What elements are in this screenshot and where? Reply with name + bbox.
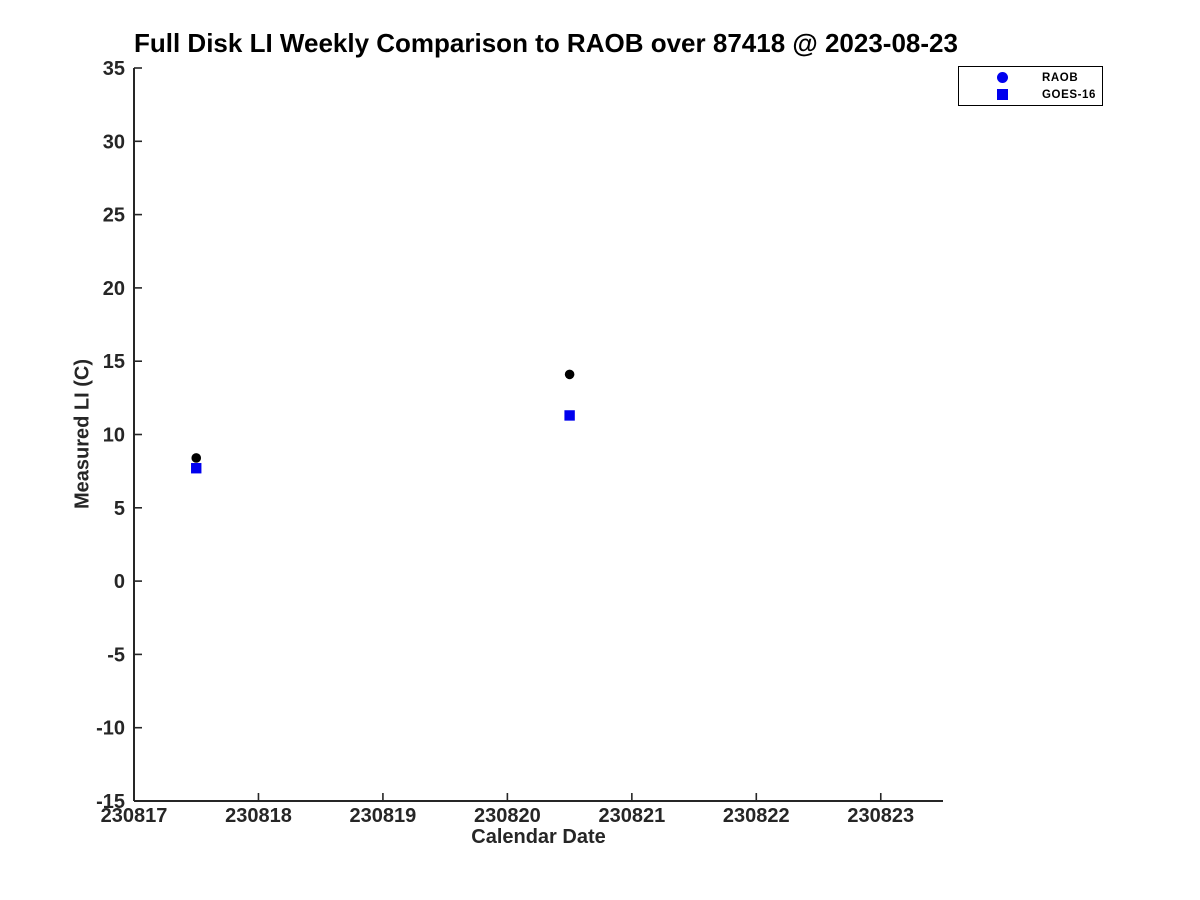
y-tick-label: 15 bbox=[103, 351, 125, 373]
y-tick-label: -15 bbox=[96, 791, 125, 813]
chart-title: Full Disk LI Weekly Comparison to RAOB o… bbox=[134, 28, 958, 58]
y-tick-label: 25 bbox=[103, 205, 125, 227]
y-tick-label: 10 bbox=[103, 425, 125, 447]
y-axis-label: Measured LI (C) bbox=[71, 358, 94, 510]
legend: RAOB GOES-16 bbox=[958, 66, 1103, 106]
legend-label-raob: RAOB bbox=[1042, 71, 1079, 84]
y-tick-label: -5 bbox=[107, 644, 125, 666]
data-point-goes-16 bbox=[564, 410, 575, 421]
legend-item-raob: RAOB bbox=[959, 69, 1102, 86]
y-tick-label: -10 bbox=[96, 718, 125, 740]
legend-label-goes16: GOES-16 bbox=[1042, 88, 1097, 101]
y-tick-label: 20 bbox=[103, 278, 125, 300]
y-tick-label: 0 bbox=[114, 571, 125, 593]
data-point-goes-16 bbox=[191, 463, 202, 474]
data-point-raob bbox=[191, 453, 202, 463]
y-tick-label: 30 bbox=[103, 131, 125, 153]
x-tick-label: 230817 bbox=[101, 805, 168, 827]
legend-item-goes16: GOES-16 bbox=[959, 86, 1102, 103]
data-point-raob bbox=[564, 369, 575, 380]
x-tick-label: 230820 bbox=[474, 805, 541, 827]
x-tick-label: 230819 bbox=[350, 805, 417, 827]
raob-circle-marker-icon bbox=[997, 72, 1008, 83]
x-tick-label: 230822 bbox=[723, 805, 790, 827]
x-tick-label: 230818 bbox=[225, 805, 292, 827]
x-tick-label: 230821 bbox=[598, 805, 665, 827]
x-tick-label: 230823 bbox=[847, 805, 914, 827]
goes16-square-marker-icon bbox=[997, 89, 1008, 100]
x-axis-label: Calendar Date bbox=[471, 826, 606, 848]
y-tick-label: 5 bbox=[114, 498, 125, 520]
y-tick-label: 35 bbox=[103, 58, 125, 80]
